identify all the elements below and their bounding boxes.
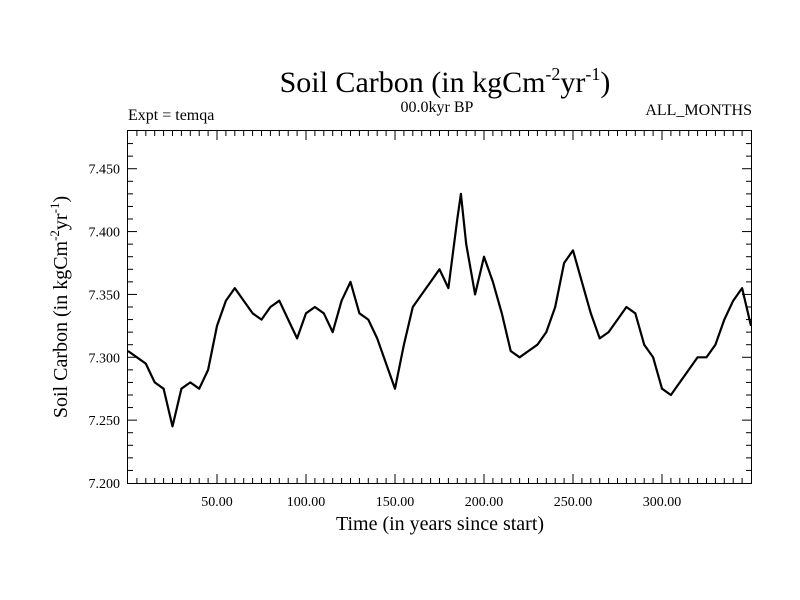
y-tick-label: 7.400 [89, 226, 121, 241]
x-tick-label: 250.00 [554, 495, 593, 510]
chart-title: Soil Carbon (in kgCm-2yr-1) [280, 64, 611, 99]
expt-label: Expt = temqa [128, 107, 214, 124]
y-tick-label: 7.450 [89, 163, 121, 178]
x-axis-ticks: 50.00 100.00 150.00 200.00 250.00 300.00 [136, 131, 743, 510]
months-label: ALL_MONTHS [645, 102, 752, 119]
ylabel-suffix: ) [50, 196, 72, 203]
ylabel-sup1: -2 [47, 230, 62, 241]
title-mid: yr [560, 66, 585, 99]
title-sup1: -2 [545, 64, 560, 84]
title-prefix: Soil Carbon (in kgCm [280, 66, 546, 99]
x-tick-label: 150.00 [376, 495, 415, 510]
period-label: 00.0kyr BP [401, 99, 474, 116]
title-suffix: ) [600, 66, 610, 99]
x-tick-label: 100.00 [287, 495, 326, 510]
y-axis-label: Soil Carbon (in kgCm-2yr-1) [47, 196, 72, 418]
ylabel-prefix: Soil Carbon (in kgCm [50, 240, 72, 418]
y-tick-label: 7.200 [89, 477, 121, 492]
x-tick-label: 300.00 [643, 495, 682, 510]
ylabel-mid: yr [50, 213, 72, 230]
series-line [127, 192, 753, 428]
ylabel-sup2: -1 [47, 203, 62, 214]
y-tick-label: 7.250 [89, 414, 121, 429]
plot-frame [127, 130, 752, 484]
x-axis-label: Time (in years since start) [336, 513, 544, 535]
y-axis-ticks: 7.200 7.250 7.300 7.350 7.400 7.450 [89, 143, 751, 492]
y-tick-label: 7.350 [89, 288, 121, 303]
y-tick-label: 7.300 [89, 351, 121, 366]
title-sup2: -1 [585, 64, 600, 84]
x-tick-label: 50.00 [201, 495, 233, 510]
x-tick-label: 200.00 [465, 495, 504, 510]
